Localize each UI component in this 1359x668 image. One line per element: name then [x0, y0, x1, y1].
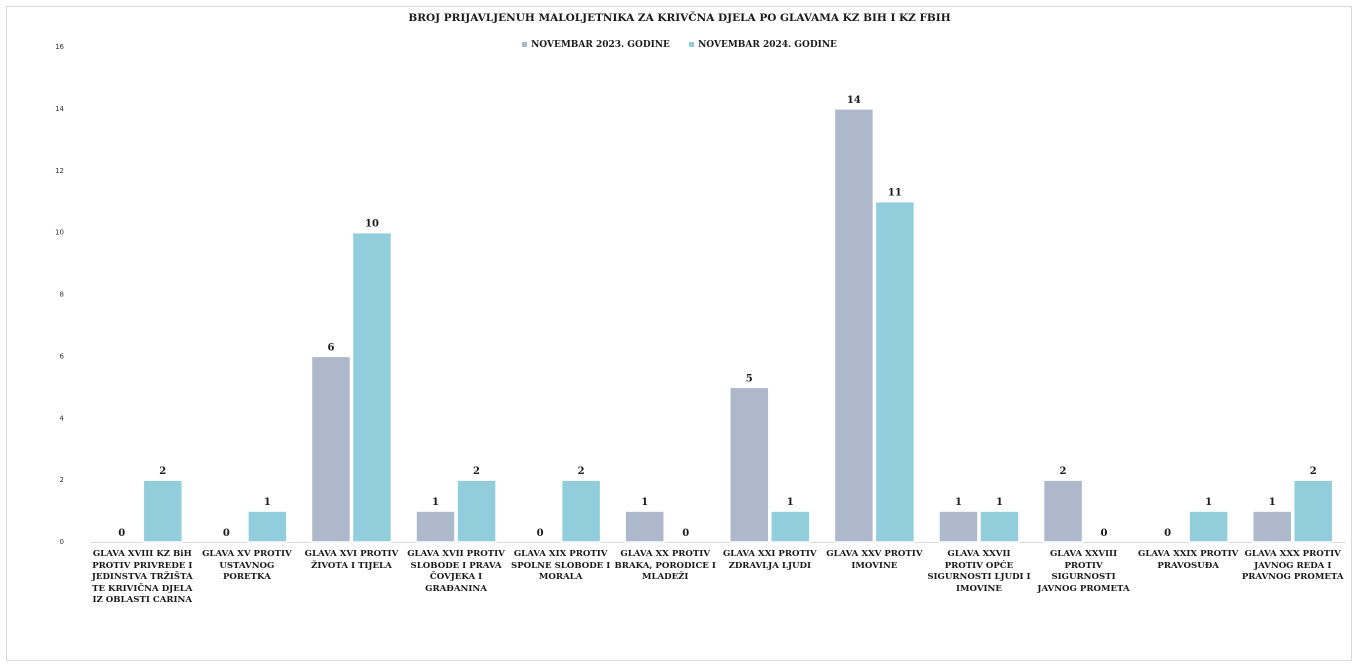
legend-label-2024: NOVEMBAR 2024. GODINE [698, 40, 837, 50]
x-tick-label: GLAVA XXIX PROTIV PRAVOSUĐA [1137, 549, 1239, 571]
legend-swatch-2024 [689, 42, 695, 47]
bar-2023 [415, 510, 456, 543]
data-label: 5 [746, 373, 753, 384]
data-label: 1 [1269, 497, 1276, 508]
data-label: 6 [327, 342, 334, 353]
data-label: 1 [1205, 497, 1212, 508]
chart-title: BROJ PRIJAVLJENUH MALOLJETNIKA ZA KRIVČN… [408, 12, 951, 24]
bar-2023 [624, 510, 665, 543]
data-label: 0 [537, 528, 544, 539]
x-tick-label: GLAVA XX PROTIV BRAKA, PORODICE I MLADEŽ… [614, 549, 716, 583]
data-label: 2 [473, 466, 480, 477]
bar-2024 [247, 510, 288, 543]
chart-frame [6, 6, 1352, 661]
x-tick-label: GLAVA XXVII PROTIV OPĆE SIGURNOSTI LJUDI… [927, 549, 1031, 594]
data-label: 2 [578, 466, 585, 477]
data-label: 1 [264, 497, 271, 508]
bar-2023 [938, 510, 979, 543]
bar-2023 [310, 355, 352, 543]
data-label: 1 [996, 497, 1003, 508]
data-label: 2 [1060, 466, 1067, 477]
chart-legend: NOVEMBAR 2023. GODINE NOVEMBAR 2024. GOD… [0, 40, 1359, 50]
bar-2024 [979, 510, 1020, 543]
data-label: 0 [1164, 528, 1171, 539]
bar-2024 [770, 510, 811, 543]
data-label: 1 [955, 497, 962, 508]
bar-2023 [1042, 479, 1084, 543]
y-tick-label: 12 [55, 167, 64, 175]
data-label: 0 [1101, 528, 1108, 539]
data-label: 2 [159, 466, 166, 477]
x-tick-label: GLAVA XXV PROTIV IMOVINE [826, 549, 923, 571]
bar-2024 [456, 479, 497, 543]
data-label: 0 [682, 528, 689, 539]
bar-2023 [1251, 510, 1293, 543]
bar-2024 [351, 231, 393, 543]
legend-item-2023: NOVEMBAR 2023. GODINE [522, 40, 670, 50]
bar-2024 [1292, 479, 1334, 543]
x-tick-label: GLAVA XVII PROTIV SLOBODE I PRAVA ČOVJEK… [407, 549, 505, 594]
bar-2024 [142, 479, 184, 543]
bar-2024 [560, 479, 602, 543]
y-tick-label: 4 [60, 414, 65, 422]
data-label: 0 [118, 528, 125, 539]
y-tick-label: 8 [60, 291, 64, 299]
bar-2024 [874, 200, 916, 543]
data-label: 0 [223, 528, 230, 539]
x-tick-label: GLAVA XXI PROTIV ZDRAVLJA LJUDI [722, 549, 817, 571]
x-tick-label: GLAVA XXVIII PROTIV SIGURNOSTI JAVNOG PR… [1037, 549, 1130, 594]
data-label: 11 [888, 188, 902, 199]
data-label: 10 [365, 219, 379, 230]
data-label: 1 [432, 497, 439, 508]
x-tick-label: GLAVA XXX PROTIV JAVNOG REDA I PRAVNOG P… [1241, 549, 1344, 583]
bar-2024 [1188, 510, 1229, 543]
x-tick-label: GLAVA XVI PROTIV ŽIVOTA I TIJELA [304, 549, 399, 571]
data-label: 1 [787, 497, 794, 508]
legend-swatch-2023 [522, 42, 528, 47]
data-label: 2 [1310, 466, 1317, 477]
y-tick-label: 6 [60, 352, 65, 360]
y-tick-label: 2 [60, 476, 64, 484]
bar-2023 [833, 108, 875, 543]
legend-label-2023: NOVEMBAR 2023. GODINE [531, 40, 670, 50]
x-tick-label: GLAVA XIX PROTIV SPOLNE SLOBODE I MORALA [510, 549, 611, 583]
data-label: 1 [641, 497, 648, 508]
y-tick-label: 16 [55, 43, 64, 51]
y-tick-label: 0 [60, 538, 64, 546]
bar-2023 [729, 386, 770, 543]
x-tick-label: GLAVA XV PROTIV USTAVNOG PORETKA [202, 549, 292, 583]
y-tick-label: 10 [55, 229, 64, 237]
legend-item-2024: NOVEMBAR 2024. GODINE [689, 40, 837, 50]
x-tick-label: GLAVA XVIII KZ BiH PROTIV PRIVREDE I JED… [91, 549, 193, 606]
data-label: 14 [847, 95, 861, 106]
y-tick-label: 14 [55, 105, 64, 113]
